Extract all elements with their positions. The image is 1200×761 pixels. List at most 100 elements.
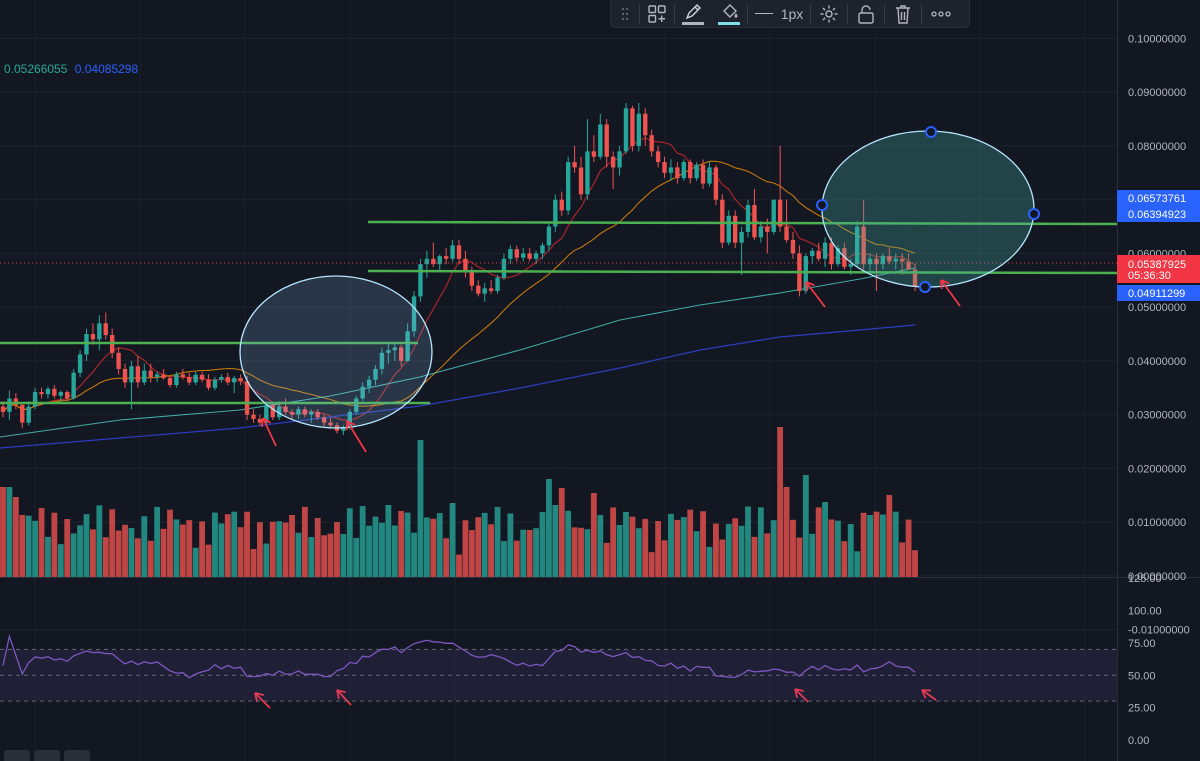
volume-bar <box>687 509 694 577</box>
candle-body <box>7 398 12 412</box>
drag-handle-icon[interactable] <box>611 0 639 27</box>
fill-bucket-icon[interactable] <box>711 0 747 27</box>
candle-body <box>296 409 301 415</box>
candle-body <box>668 167 674 173</box>
volume-bar <box>359 506 366 577</box>
candle-body <box>193 374 198 383</box>
volume-bar <box>558 488 565 577</box>
volume-bar <box>648 552 655 577</box>
candle-body <box>681 162 686 179</box>
candle-body <box>360 386 365 399</box>
candle-body <box>887 256 892 262</box>
volume-bar <box>552 505 559 577</box>
candle-body <box>553 199 558 227</box>
candle-body <box>655 151 661 163</box>
volume-bar <box>179 524 186 577</box>
lock-icon[interactable] <box>848 0 884 27</box>
annotation-arrow-head <box>921 689 927 699</box>
candle-body <box>816 250 821 259</box>
trash-icon[interactable] <box>885 0 921 27</box>
volume-bar <box>719 539 726 577</box>
candle-body <box>765 226 770 232</box>
candle-body <box>450 245 455 259</box>
candle-body <box>199 374 205 380</box>
volume-bar <box>0 487 6 577</box>
annotation-arrow <box>346 420 367 453</box>
rsi-tick-label: 100.00 <box>1128 606 1162 618</box>
volume-bar <box>623 511 629 577</box>
candle-body <box>700 164 706 184</box>
volume-bar <box>790 519 796 577</box>
candle-body <box>321 417 327 423</box>
candle-body <box>232 378 237 383</box>
more-icon[interactable] <box>922 0 960 27</box>
line-width-button[interactable]: 1px <box>748 0 810 27</box>
nav-button <box>34 750 60 761</box>
ma-long-line <box>0 324 916 449</box>
price-tick-label: 0.08000000 <box>1128 141 1186 153</box>
candle-body <box>758 226 764 238</box>
volume-bar <box>19 514 26 577</box>
price-tick-label: 0.10000000 <box>1128 34 1186 46</box>
candle-body <box>399 347 404 361</box>
volume-bar <box>102 537 109 577</box>
rsi-tick-label: 75.00 <box>1128 638 1156 650</box>
price-tick-label: -0.01000000 <box>1128 625 1190 637</box>
candle-body <box>347 411 353 429</box>
candle-body <box>540 245 545 254</box>
line-style-icon <box>754 12 773 15</box>
volume-bar <box>655 521 662 577</box>
layout-icon[interactable] <box>640 0 674 27</box>
price-axis-label <box>1117 206 1200 222</box>
volume-bar <box>141 516 148 577</box>
volume-bar <box>96 505 103 577</box>
volume-bar <box>449 503 456 577</box>
volume-bar <box>90 529 96 577</box>
candle-body <box>187 376 192 383</box>
pencil-icon[interactable] <box>675 0 711 27</box>
volume-bar <box>668 513 674 577</box>
candle-body <box>341 428 346 431</box>
candle-body <box>39 392 44 395</box>
candle-body <box>829 242 834 265</box>
drawing-toolbar: 1px <box>610 0 970 28</box>
volume-bar <box>45 536 51 577</box>
candle-body <box>777 199 783 227</box>
volume-bar <box>905 519 912 577</box>
volume-bar <box>340 534 347 577</box>
volume-bar <box>879 514 886 577</box>
candle-body <box>803 256 809 292</box>
volume-bar <box>770 520 777 577</box>
volume-bar <box>706 546 713 577</box>
annotation-arrow <box>254 692 271 709</box>
volume-bar <box>802 475 809 577</box>
volume-bar <box>841 541 848 577</box>
annotation-arrow-head <box>805 281 808 292</box>
volume-bar <box>391 525 398 577</box>
candle-body <box>572 162 577 168</box>
candle-body <box>527 253 532 259</box>
volume-bar <box>757 507 764 577</box>
volume-bar <box>173 519 180 577</box>
volume-bar <box>64 519 71 577</box>
volume-bar <box>693 531 700 577</box>
candle-body <box>443 256 449 259</box>
price-tick-label: 0.00000000 <box>1128 571 1186 583</box>
volume-bar <box>494 506 501 577</box>
candle-body <box>469 272 475 286</box>
ellipse-drawing <box>239 275 433 429</box>
gear-icon[interactable] <box>811 0 847 27</box>
volume-bar <box>526 529 533 577</box>
price-tick-label: 0.09000000 <box>1128 87 1186 99</box>
annotation-arrow-head <box>794 688 798 698</box>
price-axis-label <box>1117 269 1200 283</box>
candle-body <box>848 264 853 267</box>
candle-body <box>880 256 886 265</box>
candle-body <box>0 406 6 412</box>
volume-bar <box>385 505 392 577</box>
volume-bar <box>379 522 385 577</box>
volume-bar <box>661 540 668 577</box>
volume-bar <box>436 513 443 577</box>
annotation-arrow-head <box>805 281 815 287</box>
